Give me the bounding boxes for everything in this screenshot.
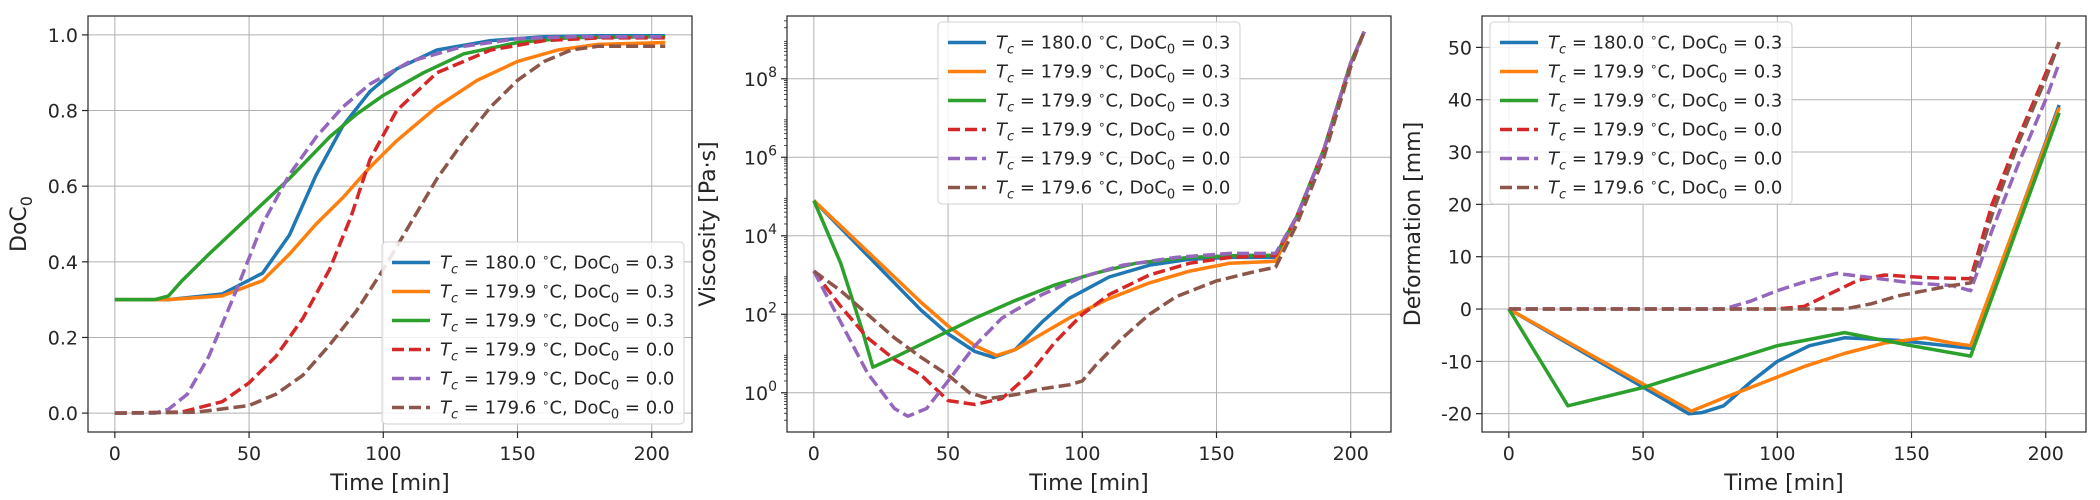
y-tick-label: 0 [1460,299,1472,321]
x-axis-label: Time [min] [329,471,450,496]
series-line-1 [1507,104,2061,416]
legend-label-6: Tc = 179.6 ∘C, DoC0 = 0.0 [996,176,1230,203]
legend-label-3: Tc = 179.9 ∘C, DoC0 = 0.3 [440,309,674,336]
series-line-5 [812,31,1366,419]
y-axis-label: Deformation [mm] [1401,122,1426,326]
y-tick-label: 1.0 [48,25,78,47]
legend-label-1: Tc = 180.0 ∘C, DoC0 = 0.3 [1548,31,1782,58]
legend-label-4: Tc = 179.9 ∘C, DoC0 = 0.0 [1548,118,1782,145]
y-tick-label: 0.0 [48,403,78,425]
x-tick-label: 200 [2028,443,2064,465]
series-line-5 [1508,62,2061,311]
series-line-3 [114,35,666,302]
y-tick-label: 30 [1448,142,1472,164]
legend-label-5: Tc = 179.9 ∘C, DoC0 = 0.0 [1548,147,1782,174]
legend-frame [937,21,1241,205]
x-axis-label: Time [min] [1723,471,1844,496]
legend-label-3: Tc = 179.9 ∘C, DoC0 = 0.3 [1548,89,1782,116]
y-tick-label: 50 [1448,37,1472,59]
x-tick-label: 150 [499,443,535,465]
panel-3: 0 50 100 150 200 -20 -10 0 10 20 30 40 50 Time [min] D… [1401,15,2087,496]
series-line-4 [114,36,666,415]
series-line-3 [1507,112,2061,408]
x-axis-label: Time [min] [1028,471,1149,496]
x-tick-label: 200 [634,443,670,465]
legend-label-1: Tc = 180.0 ∘C, DoC0 = 0.3 [440,251,674,278]
series-line-2 [1507,106,2061,413]
x-tick-label: 150 [1893,443,1929,465]
legend: Tc = 180.0 ∘C, DoC0 = 0.3Tc = 179.9 ∘C, … [937,21,1241,205]
x-tick-label: 0 [109,443,121,465]
legend: Tc = 180.0 ∘C, DoC0 = 0.3Tc = 179.9 ∘C, … [1489,21,1793,205]
y-tick-label: -10 [1441,351,1472,373]
x-tick-label: 0 [1503,443,1515,465]
legend-label-6: Tc = 179.6 ∘C, DoC0 = 0.0 [1548,176,1782,203]
x-tick-label: 0 [808,443,820,465]
legend-label-2: Tc = 179.9 ∘C, DoC0 = 0.3 [1548,60,1782,87]
legend-label-3: Tc = 179.9 ∘C, DoC0 = 0.3 [996,89,1230,116]
legend: Tc = 180.0 ∘C, DoC0 = 0.3Tc = 179.9 ∘C, … [381,241,685,425]
y-axis-label: DoC0 [7,196,36,252]
series-group [114,33,666,415]
y-tick-label: 0.6 [48,176,78,198]
x-tick-label: 50 [936,443,960,465]
legend-label-5: Tc = 179.9 ∘C, DoC0 = 0.0 [996,147,1230,174]
series-line-6 [1508,41,2061,311]
y-axis-label: Viscosity [Pa·s] [696,141,721,306]
legend-frame [1489,21,1793,205]
y-tick-label: 104 [744,222,777,248]
panel-2: 0 50 100 150 200 100 102 104 106 108 Time [min] Vis… [696,15,1392,496]
legend-label-4: Tc = 179.9 ∘C, DoC0 = 0.0 [440,338,674,365]
y-tick-label: 108 [744,65,777,91]
legend-frame [381,241,685,425]
legend-label-6: Tc = 179.6 ∘C, DoC0 = 0.0 [440,396,674,423]
x-tick-label: 100 [365,443,401,465]
y-tick-label: 10 [1448,247,1472,269]
axes-frame [1481,15,2087,433]
panel-1: 0 50 100 150 200 0.0 0.2 0.4 0.6 0.8 1.0 Time [min]… [7,15,693,496]
x-tick-label: 200 [1333,443,1369,465]
y-tick-label: -20 [1441,404,1472,426]
series-line-6 [114,44,666,415]
legend-label-4: Tc = 179.9 ∘C, DoC0 = 0.0 [996,118,1230,145]
legend-label-2: Tc = 179.9 ∘C, DoC0 = 0.3 [440,280,674,307]
y-tick-label: 0.4 [48,252,78,274]
legend-label-1: Tc = 180.0 ∘C, DoC0 = 0.3 [996,31,1230,58]
x-tick-label: 100 [1759,443,1795,465]
series-group [1507,41,2061,416]
x-tick-label: 50 [237,443,261,465]
series-group [812,31,1366,419]
x-tick-label: 150 [1198,443,1234,465]
y-tick-label: 40 [1448,90,1472,112]
y-tick-label: 0.8 [48,101,78,123]
series-line-6 [812,31,1366,401]
x-tick-label: 100 [1064,443,1100,465]
legend-label-2: Tc = 179.9 ∘C, DoC0 = 0.3 [996,60,1230,87]
x-tick-label: 50 [1631,443,1655,465]
y-tick-label: 102 [744,300,777,326]
y-tick-label: 0.2 [48,327,78,349]
series-line-4 [1508,41,2061,311]
y-tick-label: 100 [744,379,777,405]
legend-label-5: Tc = 179.9 ∘C, DoC0 = 0.0 [440,367,674,394]
axes-frame [87,15,693,433]
y-tick-label: 20 [1448,194,1472,216]
series-line-5 [114,35,666,415]
y-tick-label: 106 [744,143,777,169]
